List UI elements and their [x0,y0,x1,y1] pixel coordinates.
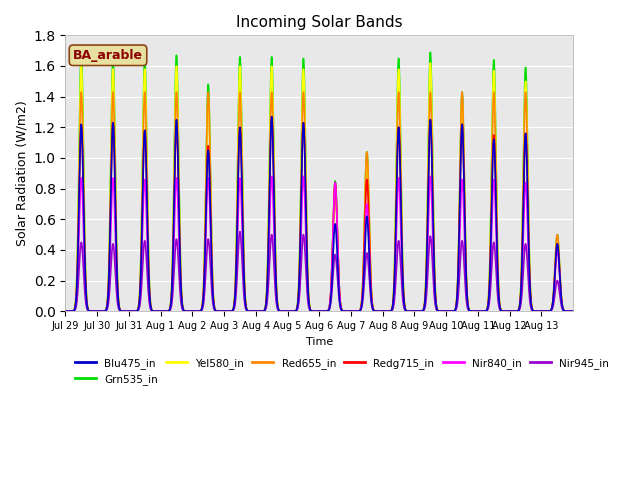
Red655_in [166,307,173,312]
Red655_in [77,89,85,95]
Blu475_in [268,114,276,120]
Red655_in [564,309,572,314]
Nir945_in [166,308,173,314]
Grn535_in [61,309,69,314]
Redg715_in [384,309,392,314]
Nir945_in [564,309,572,314]
Yel580_in [429,176,436,182]
Redg715_in [166,307,173,313]
Redg715_in [492,185,500,191]
Nir840_in [492,216,500,222]
Nir945_in [492,260,500,266]
Blu475_in [384,309,392,314]
Nir945_in [570,309,577,314]
Line: Yel580_in: Yel580_in [65,63,573,312]
Nir840_in [461,260,469,265]
Grn535_in [429,170,436,176]
Yel580_in [461,230,469,236]
Red655_in [384,309,392,314]
Nir945_in [236,229,244,235]
Line: Redg715_in: Redg715_in [65,117,573,312]
Yel580_in [426,60,434,66]
Yel580_in [166,307,173,313]
Nir945_in [461,282,469,288]
Line: Nir945_in: Nir945_in [65,232,573,312]
Y-axis label: Solar Radiation (W/m2): Solar Radiation (W/m2) [15,100,28,246]
Nir840_in [570,309,577,314]
Text: BA_arable: BA_arable [73,49,143,62]
Red655_in [61,309,69,314]
Redg715_in [564,309,572,314]
Redg715_in [61,309,69,314]
Yel580_in [61,309,69,314]
Yel580_in [570,309,577,314]
Blu475_in [570,309,577,314]
Blu475_in [461,240,469,245]
Nir840_in [426,174,434,180]
Nir840_in [166,308,173,313]
Yel580_in [384,309,392,314]
Nir840_in [564,309,572,314]
Grn535_in [77,49,85,55]
Line: Red655_in: Red655_in [65,92,573,312]
Nir840_in [61,309,69,314]
Grn535_in [461,228,469,233]
Line: Blu475_in: Blu475_in [65,117,573,312]
Blu475_in [61,309,69,314]
Nir945_in [384,309,392,314]
Legend: Blu475_in, Grn535_in, Yel580_in, Red655_in, Redg715_in, Nir840_in, Nir945_in: Blu475_in, Grn535_in, Yel580_in, Red655_… [70,354,613,389]
Blu475_in [166,307,173,313]
Blu475_in [429,206,436,212]
Yel580_in [492,140,500,146]
X-axis label: Time: Time [306,336,333,347]
Line: Nir840_in: Nir840_in [65,177,573,312]
Nir945_in [61,309,69,314]
Red655_in [570,309,577,314]
Grn535_in [384,309,392,314]
Redg715_in [429,206,436,212]
Redg715_in [461,240,469,245]
Redg715_in [268,114,276,120]
Nir840_in [429,237,436,242]
Red655_in [429,192,436,197]
Blu475_in [564,309,572,314]
Redg715_in [570,309,577,314]
Line: Grn535_in: Grn535_in [65,52,573,312]
Grn535_in [492,132,500,138]
Grn535_in [570,309,577,314]
Grn535_in [564,309,572,314]
Title: Incoming Solar Bands: Incoming Solar Bands [236,15,403,30]
Red655_in [461,228,469,233]
Blu475_in [492,189,500,194]
Grn535_in [166,307,173,312]
Yel580_in [564,309,572,314]
Nir945_in [429,268,436,274]
Red655_in [492,155,500,161]
Nir840_in [384,309,392,314]
